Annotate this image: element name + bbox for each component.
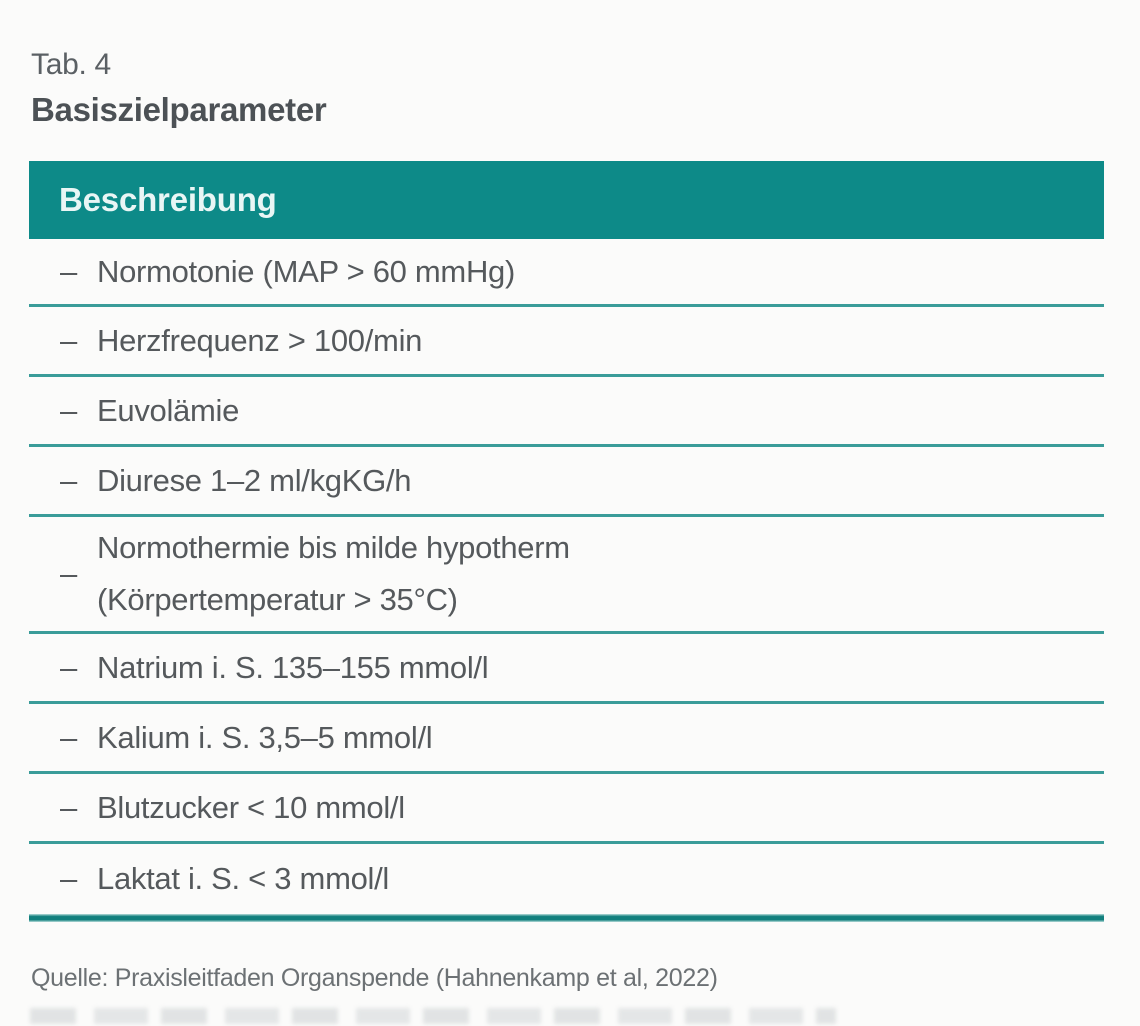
table-caption: Tab. 4 Basiszielparameter bbox=[31, 46, 327, 130]
row-text: Laktat i. S. < 3 mmol/l bbox=[97, 861, 390, 896]
bullet-dash: – bbox=[60, 253, 77, 289]
row-text: Diurese 1–2 ml/kgKG/h bbox=[97, 462, 412, 498]
table-row: – Euvolämie bbox=[29, 377, 1104, 447]
cutoff-text-artifact bbox=[30, 1008, 836, 1024]
table-row: – Kalium i. S. 3,5–5 mmol/l bbox=[29, 704, 1104, 774]
table-number-label: Tab. 4 bbox=[31, 48, 111, 81]
table-row: – Normothermie bis milde hypotherm (Körper… bbox=[29, 517, 1104, 634]
bullet-dash: – bbox=[60, 861, 77, 896]
row-text: Herzfrequenz > 100/min bbox=[97, 322, 423, 358]
row-text: Normotonie (MAP > 60 mmHg) bbox=[97, 253, 516, 289]
table-row: – Normotonie (MAP > 60 mmHg) bbox=[29, 239, 1104, 307]
table-body: – Normotonie (MAP > 60 mmHg) – Herzfrequenz… bbox=[29, 239, 1104, 914]
source-note: Quelle: Praxisleitfaden Organspende (Hah… bbox=[31, 964, 718, 992]
table-row: – Diurese 1–2 ml/kgKG/h bbox=[29, 447, 1104, 517]
basiszielparameter-table: Beschreibung – Normotonie (MAP > 60 mmHg)… bbox=[29, 161, 1104, 922]
table-bottom-rule bbox=[29, 914, 1104, 922]
row-text: Blutzucker < 10 mmol/l bbox=[97, 789, 405, 825]
bullet-dash: – bbox=[60, 556, 77, 591]
bullet-dash: – bbox=[60, 392, 77, 428]
table-header-bar: Beschreibung bbox=[29, 161, 1104, 239]
bullet-dash: – bbox=[60, 322, 77, 358]
row-text: Natrium i. S. 135–155 mmol/l bbox=[97, 649, 489, 685]
bullet-dash: – bbox=[60, 789, 77, 825]
table-header-label: Beschreibung bbox=[59, 181, 277, 218]
row-text: Normothermie bis milde hypotherm (Körpert… bbox=[97, 530, 570, 617]
table-row: – Herzfrequenz > 100/min bbox=[29, 307, 1104, 377]
bullet-dash: – bbox=[60, 649, 77, 685]
row-text: Kalium i. S. 3,5–5 mmol/l bbox=[97, 719, 433, 755]
table-row: – Laktat i. S. < 3 mmol/l bbox=[29, 844, 1104, 914]
table-title: Basiszielparameter bbox=[31, 91, 327, 128]
table-row: – Blutzucker < 10 mmol/l bbox=[29, 774, 1104, 844]
row-text: Euvolämie bbox=[97, 392, 240, 428]
table-row: – Natrium i. S. 135–155 mmol/l bbox=[29, 634, 1104, 704]
bullet-dash: – bbox=[60, 719, 77, 755]
bullet-dash: – bbox=[60, 462, 77, 498]
